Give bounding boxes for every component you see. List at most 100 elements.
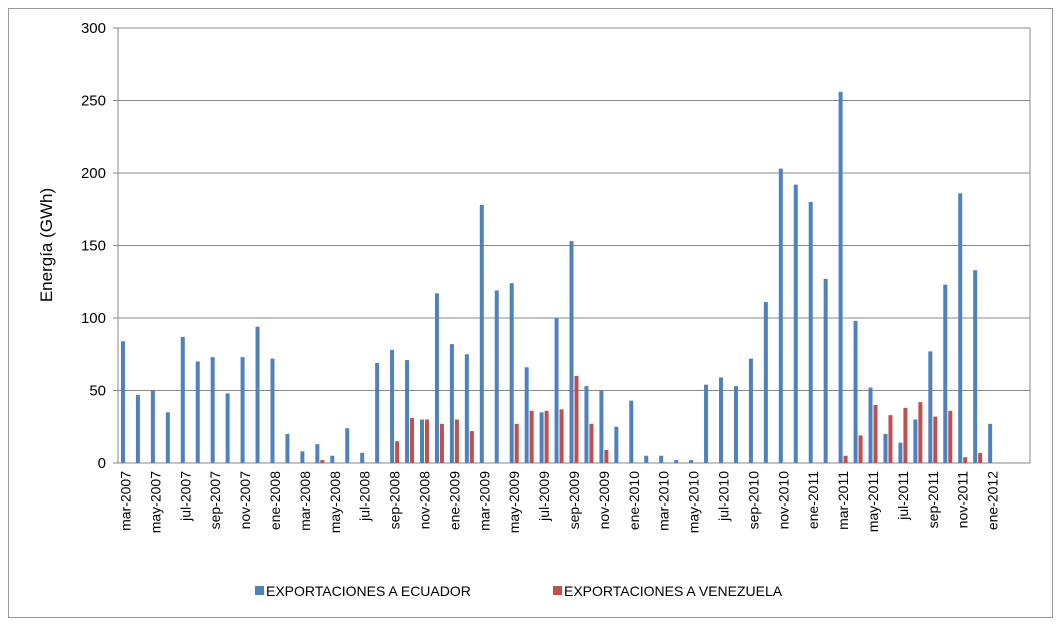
x-tick-label: mar-2008 [297, 471, 313, 531]
x-tick-label: sep-2007 [207, 471, 223, 530]
x-tick-label: sep-2009 [566, 471, 582, 530]
bar [240, 357, 245, 463]
bar [629, 400, 634, 463]
bar [524, 367, 529, 463]
y-tick-label: 0 [98, 455, 106, 472]
bar [963, 457, 968, 463]
bar [150, 390, 155, 463]
bar [808, 202, 813, 463]
chart-border [8, 8, 1053, 618]
bar [748, 358, 753, 463]
x-tick-label: may-2009 [506, 471, 522, 533]
bar [913, 419, 918, 463]
bar [544, 410, 549, 463]
x-tick-label: mar-2009 [476, 471, 492, 531]
x-tick-label: nov-2011 [955, 471, 971, 529]
bar [454, 419, 459, 463]
x-tick-label: nov-2007 [237, 471, 253, 530]
bar [853, 320, 858, 463]
legend-swatch [553, 586, 562, 595]
bar [574, 376, 579, 463]
bar [330, 455, 335, 463]
bar [514, 423, 519, 463]
y-axis-label: Energía (GWh) [37, 188, 56, 302]
bar [135, 394, 140, 463]
y-tick-label: 150 [81, 238, 106, 255]
bar [599, 390, 604, 463]
bar [300, 451, 305, 463]
x-tick-label: jul-2009 [536, 471, 552, 522]
bar [509, 283, 514, 463]
legend-label: EXPORTACIONES A VENEZUELA [564, 583, 783, 599]
bar [903, 407, 908, 463]
bar [838, 91, 843, 464]
bar [933, 416, 938, 463]
bar [255, 326, 260, 463]
y-tick-label: 100 [81, 310, 106, 327]
bar [469, 431, 474, 463]
bar [589, 423, 594, 463]
x-tick-label: ene-2010 [626, 471, 642, 530]
x-tick-label: jul-2008 [357, 471, 373, 522]
bar [315, 444, 320, 463]
bar [988, 423, 993, 463]
bar [554, 318, 559, 463]
y-tick-label: 200 [81, 165, 106, 182]
bar [644, 455, 649, 463]
x-tick-label: sep-2008 [387, 471, 403, 530]
x-tick-label: jul-2010 [716, 471, 732, 522]
bar [843, 455, 848, 463]
bar [858, 435, 863, 463]
bar [793, 184, 798, 463]
bar [419, 419, 424, 463]
bar [195, 361, 200, 463]
bar [689, 460, 694, 463]
bar [674, 460, 679, 463]
x-tick-label: ene-2011 [805, 471, 821, 529]
bar [778, 168, 783, 463]
y-tick-label: 50 [89, 383, 106, 400]
bar [320, 460, 325, 463]
bar [539, 412, 544, 463]
bar [659, 455, 664, 463]
legend-label: EXPORTACIONES A ECUADOR [266, 583, 471, 599]
bar [943, 284, 948, 463]
x-tick-label: may-2008 [327, 471, 343, 533]
bar [883, 434, 888, 463]
bar [584, 386, 589, 463]
bar [928, 351, 933, 463]
x-tick-label: may-2010 [686, 471, 702, 533]
bar [704, 384, 709, 463]
x-tick-label: mar-2011 [835, 471, 851, 530]
x-tick-label: mar-2007 [117, 471, 133, 531]
x-tick-label: nov-2008 [416, 471, 432, 530]
bar [464, 354, 469, 463]
bar [733, 386, 738, 463]
y-tick-label: 300 [81, 20, 106, 37]
bar [973, 270, 978, 463]
bar [405, 360, 410, 463]
y-tick-label: 250 [81, 93, 106, 110]
x-tick-label: ene-2009 [446, 471, 462, 530]
bar [434, 293, 439, 463]
bar [978, 452, 983, 463]
x-tick-label: jul-2011 [895, 471, 911, 521]
x-tick-label: may-2011 [865, 471, 881, 532]
x-tick-label: mar-2010 [656, 471, 672, 531]
bar [918, 402, 923, 463]
x-tick-label: sep-2011 [925, 471, 941, 529]
bar [165, 412, 170, 463]
bar [375, 362, 380, 463]
x-tick-label: ene-2008 [267, 471, 283, 530]
bar [479, 204, 484, 463]
bar [180, 336, 185, 463]
bar [529, 410, 534, 463]
x-tick-label: may-2007 [147, 471, 163, 533]
legend-swatch [255, 586, 264, 595]
bar [604, 449, 609, 463]
bar [569, 241, 574, 463]
bar [888, 415, 893, 463]
x-tick-label: sep-2010 [745, 471, 761, 530]
bar [763, 302, 768, 463]
bar [424, 419, 429, 463]
